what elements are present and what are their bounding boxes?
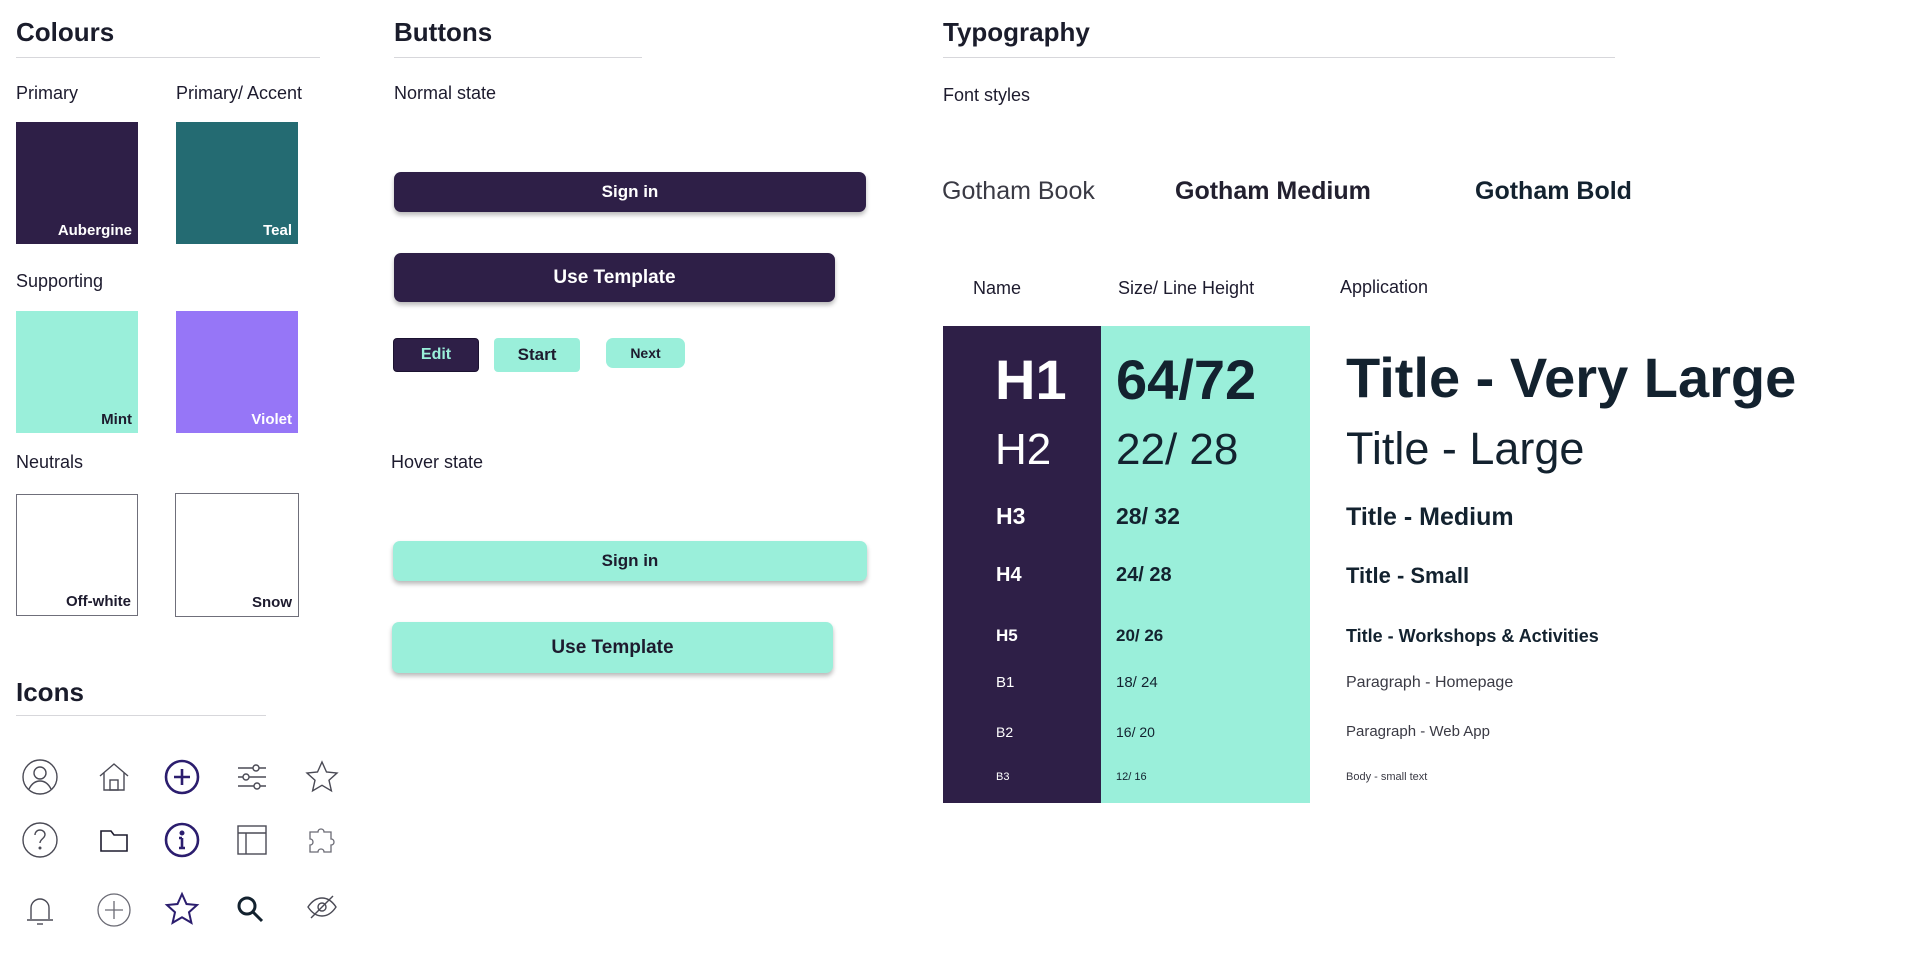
font-sample-medium: Gotham Medium	[1175, 177, 1371, 205]
type-row-b2-name: B2	[996, 724, 1014, 740]
column-header-name: Name	[973, 278, 1022, 298]
search-icon[interactable]	[230, 889, 270, 929]
type-row-h3-application: Title - Medium	[1346, 503, 1514, 531]
start-button[interactable]: Start	[494, 338, 580, 372]
swatch-snow-name: Snow	[252, 594, 292, 611]
swatch-violet-name: Violet	[251, 411, 292, 428]
edit-button[interactable]: Edit	[393, 338, 479, 372]
star-outline-icon[interactable]	[302, 757, 342, 797]
add-circle-outline-icon[interactable]	[94, 890, 134, 930]
use-template-button-hover[interactable]: Use Template	[392, 622, 833, 673]
type-row-h3-size: 28/ 32	[1116, 503, 1180, 529]
type-row-h2-size: 22/ 28	[1116, 425, 1239, 474]
next-button[interactable]: Next	[606, 338, 685, 368]
swatch-aubergine: Aubergine	[16, 122, 138, 244]
sliders-icon[interactable]	[232, 757, 272, 797]
user-circle-icon[interactable]	[20, 757, 60, 797]
buttons-divider	[394, 57, 642, 58]
swatch-off-white-name: Off-white	[66, 593, 131, 610]
font-sample-bold: Gotham Bold	[1475, 177, 1632, 205]
sign-in-button-hover[interactable]: Sign in	[393, 541, 867, 581]
eye-off-icon[interactable]	[302, 887, 342, 927]
primary-label: Primary	[16, 83, 78, 103]
supporting-label: Supporting	[16, 271, 104, 291]
type-row-h5-size: 20/ 26	[1116, 626, 1164, 645]
type-size-column: 64/72 22/ 28 28/ 32 24/ 28 20/ 26 18/ 24…	[1101, 326, 1310, 803]
font-sample-book: Gotham Book	[942, 177, 1095, 205]
column-header-size: Size/ Line Height	[1118, 278, 1255, 298]
primary-accent-label: Primary/ Accent	[176, 83, 303, 103]
swatch-teal-name: Teal	[263, 222, 292, 239]
type-application-column: Title - Very Large Title - Large Title -…	[1346, 326, 1886, 803]
home-icon[interactable]	[94, 757, 134, 797]
type-row-b1-name: B1	[996, 674, 1015, 691]
column-header-application: Application	[1340, 277, 1429, 297]
star-icon[interactable]	[162, 889, 202, 929]
type-row-h1-size: 64/72	[1116, 348, 1257, 411]
type-row-b3-size: 12/ 16	[1116, 771, 1147, 783]
bell-icon[interactable]	[20, 890, 60, 930]
buttons-section-title: Buttons	[394, 17, 493, 47]
normal-state-label: Normal state	[394, 83, 497, 103]
neutrals-label: Neutrals	[16, 452, 84, 472]
type-row-h2-application: Title - Large	[1346, 423, 1585, 474]
hover-state-label: Hover state	[391, 452, 484, 472]
colours-section-title: Colours	[16, 17, 115, 47]
type-row-h4-size: 24/ 28	[1116, 564, 1172, 586]
type-row-h4-application: Title - Small	[1346, 563, 1470, 588]
type-row-h2-name: H2	[995, 425, 1052, 474]
info-circle-icon[interactable]	[162, 820, 202, 860]
type-row-b3-application: Body - small text	[1346, 771, 1428, 783]
type-row-h3-name: H3	[996, 503, 1026, 529]
type-name-column: H1 H2 H3 H4 H5 B1 B2 B3	[943, 326, 1101, 803]
swatch-aubergine-name: Aubergine	[57, 222, 132, 239]
type-row-h5-application: Title - Workshops & Activities	[1346, 626, 1599, 646]
swatch-mint: Mint	[16, 311, 138, 433]
help-circle-icon[interactable]	[20, 820, 60, 860]
colours-divider	[16, 57, 320, 58]
typography-divider	[943, 57, 1615, 58]
layout-icon[interactable]	[232, 820, 272, 860]
type-row-b1-size: 18/ 24	[1116, 674, 1158, 691]
folder-icon[interactable]	[94, 820, 134, 860]
swatch-mint-name: Mint	[101, 411, 132, 428]
sign-in-button[interactable]: Sign in	[394, 172, 866, 212]
puzzle-icon[interactable]	[302, 820, 342, 860]
add-circle-icon[interactable]	[162, 757, 202, 797]
type-row-b2-size: 16/ 20	[1116, 724, 1155, 740]
type-row-b2-application: Paragraph - Web App	[1346, 723, 1490, 740]
typography-section-title: Typography	[943, 17, 1090, 47]
swatch-snow: Snow	[175, 493, 299, 617]
use-template-button[interactable]: Use Template	[394, 253, 835, 302]
icons-section-title: Icons	[16, 677, 84, 707]
icons-divider	[16, 715, 266, 716]
type-row-h4-name: H4	[996, 564, 1022, 586]
swatch-violet: Violet	[176, 311, 298, 433]
swatch-off-white: Off-white	[16, 494, 138, 616]
swatch-teal: Teal	[176, 122, 298, 244]
type-row-h5-name: H5	[996, 626, 1018, 645]
type-row-b1-application: Paragraph - Homepage	[1346, 674, 1514, 691]
type-row-b3-name: B3	[996, 771, 1010, 783]
font-styles-label: Font styles	[943, 85, 1031, 105]
type-row-h1-name: H1	[995, 348, 1067, 411]
type-row-h1-application: Title - Very Large	[1346, 346, 1797, 409]
